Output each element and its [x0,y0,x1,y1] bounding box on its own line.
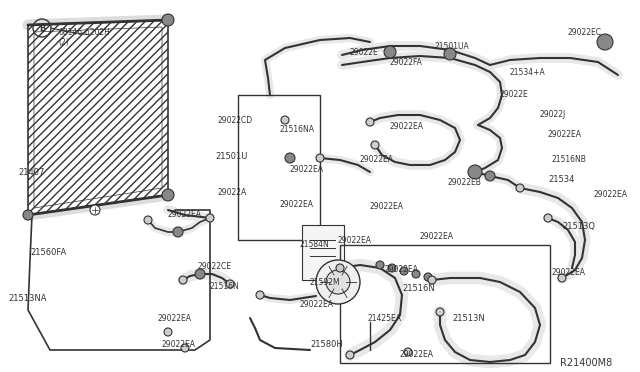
Circle shape [412,270,420,278]
Circle shape [206,214,214,222]
Text: 29022EA: 29022EA [370,202,404,211]
Circle shape [256,291,264,299]
Text: 29022EA: 29022EA [420,232,454,241]
Text: 21513Q: 21513Q [562,222,595,231]
Text: 21584N: 21584N [300,240,330,249]
Text: 29022CD: 29022CD [218,116,253,125]
Circle shape [144,216,152,224]
Text: 29022EA: 29022EA [162,340,196,349]
Text: 21560FA: 21560FA [30,248,67,257]
Circle shape [516,184,524,192]
Circle shape [326,270,350,294]
Text: 21580H: 21580H [310,340,343,349]
Text: 21516NA: 21516NA [280,125,315,134]
Circle shape [164,328,172,336]
Circle shape [285,153,295,163]
Text: 29022EA: 29022EA [168,210,202,219]
Circle shape [179,276,187,284]
Text: 29022EA: 29022EA [338,236,372,245]
Text: R21400M8: R21400M8 [560,358,612,368]
Text: 29022E: 29022E [500,90,529,99]
Circle shape [400,267,408,275]
Text: 08146-6202H
(2): 08146-6202H (2) [58,28,110,47]
Circle shape [173,227,183,237]
Text: 29022FA: 29022FA [390,58,423,67]
Text: 29022CE: 29022CE [198,262,232,271]
Text: 29022EC: 29022EC [568,28,602,37]
Text: 21516NB: 21516NB [552,155,587,164]
Text: 21407: 21407 [18,168,44,177]
Text: B: B [39,23,45,32]
Bar [340,245,550,363]
Circle shape [162,14,174,26]
Text: 29022EA: 29022EA [548,130,582,139]
Circle shape [162,189,174,201]
Text: 29022EA: 29022EA [158,314,192,323]
Text: 29022EA: 29022EA [290,165,324,174]
Text: 21516N: 21516N [210,282,240,291]
Circle shape [444,48,456,60]
Text: 21513N: 21513N [452,314,484,323]
Text: 29022EA: 29022EA [594,190,628,199]
Circle shape [384,46,396,58]
Circle shape [195,269,205,279]
Circle shape [281,116,289,124]
Circle shape [366,118,374,126]
Circle shape [597,34,613,50]
Text: 29022EA: 29022EA [390,122,424,131]
Text: 21516N: 21516N [402,284,435,293]
Circle shape [23,210,33,220]
Polygon shape [28,20,168,215]
Text: 21425EA: 21425EA [368,314,402,323]
Circle shape [336,264,344,272]
Circle shape [388,264,396,272]
Text: 29022EA: 29022EA [280,200,314,209]
Text: 29022EA: 29022EA [385,265,419,274]
Bar [238,95,320,240]
Text: 21501U: 21501U [215,152,248,161]
Circle shape [436,308,444,316]
Circle shape [468,165,482,179]
Circle shape [376,261,384,269]
Text: 29022EB: 29022EB [448,178,482,187]
Text: 29022EA: 29022EA [360,155,394,164]
Text: 29022EA: 29022EA [552,268,586,277]
Circle shape [404,348,412,356]
Text: 21534+A: 21534+A [510,68,546,77]
Text: 21513NA: 21513NA [8,294,47,303]
Text: 21534: 21534 [548,175,574,184]
Circle shape [90,205,100,215]
Circle shape [485,171,495,181]
Text: 29022J: 29022J [540,110,566,119]
Text: 29022EA: 29022EA [400,350,434,359]
Circle shape [428,276,436,284]
Text: 21592M: 21592M [310,278,340,287]
Circle shape [558,274,566,282]
Text: 21501UA: 21501UA [435,42,470,51]
Bar [302,225,344,280]
Circle shape [181,344,189,352]
Circle shape [371,141,379,149]
Circle shape [316,154,324,162]
Circle shape [346,351,354,359]
Circle shape [544,214,552,222]
Circle shape [424,273,432,281]
Text: 29022EA: 29022EA [300,300,334,309]
Text: 29022E: 29022E [350,48,379,57]
Circle shape [226,280,234,288]
Circle shape [316,260,360,304]
Text: 29022A: 29022A [218,188,247,197]
